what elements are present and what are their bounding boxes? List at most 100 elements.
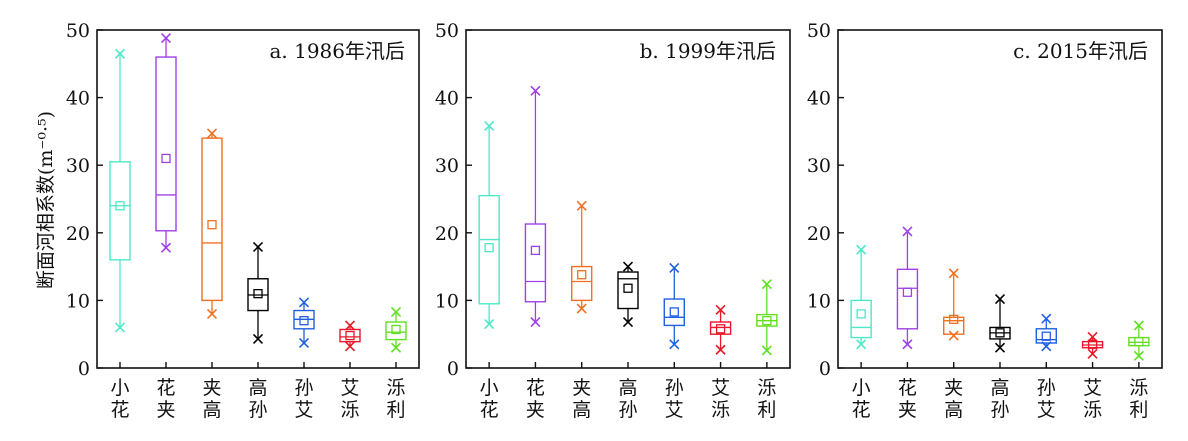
x-category-char: 花 <box>526 377 545 399</box>
min-marker <box>344 341 356 352</box>
x-category-char: 利 <box>757 399 776 421</box>
box-夹高: 夹高 <box>943 268 965 421</box>
marker-stroke <box>298 297 310 308</box>
max-marker <box>622 261 634 272</box>
marker-stroke <box>994 293 1006 305</box>
marker-stroke <box>344 320 356 331</box>
min-marker <box>206 308 218 319</box>
x-category-char: 孙 <box>294 377 313 399</box>
x-category-char: 花 <box>156 377 175 399</box>
box-泺利: 泺利 <box>385 306 407 421</box>
marker-stroke <box>252 333 264 344</box>
x-category-label: 泺利 <box>1129 377 1148 421</box>
x-category-label: 小花 <box>110 377 129 421</box>
min-marker <box>530 316 541 328</box>
box-孙艾: 孙艾 <box>293 297 315 421</box>
x-category-char: 夹 <box>202 377 221 399</box>
marker-stroke <box>390 342 402 353</box>
marker-stroke <box>484 318 495 330</box>
box-小花: 小花 <box>478 120 500 421</box>
max-marker <box>902 226 913 237</box>
max-marker <box>1087 331 1098 342</box>
x-category-label: 孙艾 <box>294 377 313 421</box>
box-body <box>1128 336 1150 347</box>
marker-stroke <box>1041 341 1052 352</box>
box-泺利: 泺利 <box>756 279 778 421</box>
x-category-char: 夹 <box>944 377 963 399</box>
mean-marker <box>1041 331 1051 341</box>
box-body <box>850 299 872 339</box>
x-category-label: 花夹 <box>526 377 545 421</box>
x-category-char: 花 <box>898 377 917 399</box>
y-tick-label: 30 <box>435 155 459 177</box>
marker-stroke <box>530 85 541 96</box>
x-category-char: 泺 <box>386 377 405 399</box>
box-泺利: 泺利 <box>1128 320 1150 421</box>
max-marker <box>856 244 867 255</box>
mean-marker <box>299 316 309 326</box>
y-tick-label: 30 <box>66 155 90 177</box>
y-tick-label: 50 <box>435 20 459 42</box>
marker-stroke <box>252 241 264 253</box>
min-marker <box>1087 348 1098 359</box>
y-tick-label: 30 <box>807 155 831 177</box>
marker-stroke <box>1087 331 1098 342</box>
max-marker <box>298 297 310 308</box>
marker-stroke <box>1041 313 1052 324</box>
x-category-char: 孙 <box>248 399 267 421</box>
box-body <box>896 268 919 330</box>
box-花夹: 花夹 <box>896 226 919 421</box>
y-tick-label: 20 <box>435 223 459 245</box>
panel-title: c. 2015年汛后 <box>1013 39 1148 63</box>
box-body <box>524 223 547 303</box>
x-category-char: 夹 <box>572 377 591 399</box>
max-marker <box>160 33 172 44</box>
y-tick-label: 20 <box>807 223 831 245</box>
box-body <box>478 194 500 305</box>
x-category-char: 高 <box>248 377 267 399</box>
mean-marker <box>1134 336 1144 347</box>
x-category-label: 高孙 <box>618 377 637 421</box>
x-category-label: 夹高 <box>944 377 963 421</box>
x-category-label: 艾泺 <box>1083 377 1102 421</box>
y-tick-label: 0 <box>78 358 90 380</box>
box-body <box>109 161 131 261</box>
y-tick-label: 50 <box>807 20 831 42</box>
marker-stroke <box>761 279 772 290</box>
box-高孙: 高孙 <box>617 261 639 421</box>
box-body <box>1035 328 1057 344</box>
box-body <box>943 316 965 335</box>
mean-marker <box>949 314 959 324</box>
x-category-label: 高孙 <box>990 377 1009 421</box>
box-花夹: 花夹 <box>524 85 547 421</box>
x-category-char: 高 <box>618 377 637 399</box>
y-tick-label: 40 <box>66 88 90 110</box>
marker-stroke <box>715 344 726 355</box>
y-tick-label: 50 <box>66 20 90 42</box>
min-marker <box>576 303 587 314</box>
x-category-char: 利 <box>1129 399 1148 421</box>
x-category-char: 艾 <box>1083 377 1102 399</box>
mean-marker <box>762 316 772 326</box>
mean-marker <box>902 287 913 297</box>
y-tick-label: 0 <box>447 358 459 380</box>
x-category-char: 孙 <box>665 377 684 399</box>
marker-stroke <box>206 308 218 319</box>
box-小花: 小花 <box>850 244 872 421</box>
marker-stroke <box>994 342 1006 353</box>
max-marker <box>344 320 356 331</box>
x-category-char: 泺 <box>1129 377 1148 399</box>
mean-marker <box>345 330 355 341</box>
x-category-char: 高 <box>990 377 1009 399</box>
mean-marker <box>530 245 541 256</box>
box-艾泺: 艾泺 <box>339 320 361 421</box>
marker-stroke <box>1133 350 1144 361</box>
marker-stroke <box>114 48 126 59</box>
box-高孙: 高孙 <box>989 293 1011 421</box>
box-body <box>571 265 593 302</box>
box-body <box>663 298 685 327</box>
min-marker <box>160 242 172 253</box>
